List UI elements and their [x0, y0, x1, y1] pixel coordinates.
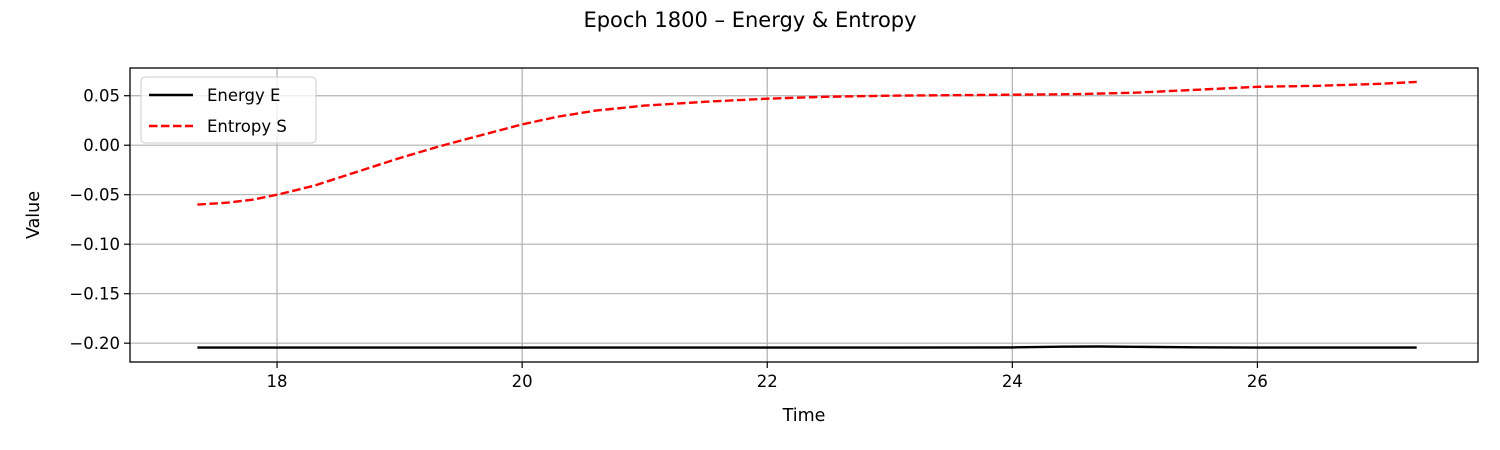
series-line-energy-e — [197, 345, 1417, 349]
x-axis-label: Time — [782, 406, 826, 426]
y-tick-label: −0.05 — [69, 186, 120, 205]
y-tick-label: −0.10 — [69, 235, 120, 254]
legend-label-energy: Energy E — [207, 86, 280, 105]
y-axis-label: Value — [24, 191, 44, 239]
x-tick-label: 22 — [757, 372, 778, 391]
series-layer — [197, 80, 1417, 349]
x-tick-label: 24 — [1002, 372, 1023, 391]
legend-label-entropy: Entropy S — [207, 117, 287, 136]
y-tick-label: −0.15 — [69, 285, 120, 304]
chart-title: Epoch 1800 – Energy & Entropy — [583, 8, 916, 32]
legend: Energy E Entropy S — [140, 76, 317, 144]
x-tick-label: 18 — [267, 372, 288, 391]
y-tick-label: 0.00 — [83, 136, 120, 155]
plot-frame — [129, 67, 1479, 363]
x-tick-label: 26 — [1247, 372, 1268, 391]
legend-box — [140, 76, 317, 144]
y-tick-label: −0.20 — [69, 334, 120, 353]
y-tick-label: 0.05 — [83, 87, 120, 106]
axis-ticks: 18 20 22 24 26 0.05 0.00 −0.05 −0.10 −0.15 −0.20 — [69, 87, 1267, 391]
grid-lines — [130, 68, 1478, 362]
x-tick-label: 20 — [512, 372, 533, 391]
series-line-entropy-s — [197, 80, 1417, 206]
